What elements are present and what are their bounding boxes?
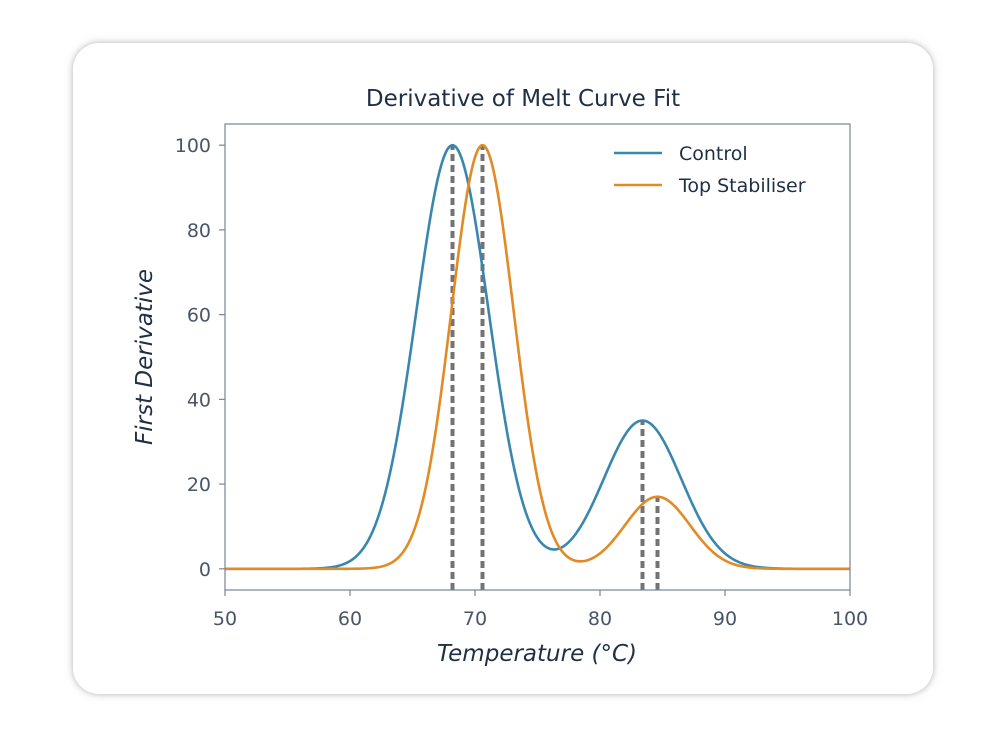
chart-title: Derivative of Melt Curve Fit — [366, 86, 680, 112]
legend: Control Top Stabiliser — [614, 143, 806, 197]
y-tick-label: 100 — [175, 135, 211, 157]
legend-label: Top Stabiliser — [678, 175, 806, 197]
y-tick-label: 20 — [187, 474, 211, 496]
chart-card — [73, 43, 933, 694]
y-tick-label: 60 — [187, 305, 211, 327]
series-line-top-stabiliser — [224, 143, 851, 571]
plot-frame — [224, 123, 851, 591]
y-axis-ticks: 0 20 40 60 80 100 — [175, 135, 225, 581]
x-tick-label: 70 — [463, 608, 487, 630]
x-axis-ticks: 50 60 70 80 90 100 — [213, 590, 868, 630]
y-axis-label: First Derivative — [132, 269, 158, 445]
x-tick-label: 80 — [588, 608, 612, 630]
x-axis-label: Temperature (°C) — [437, 641, 637, 667]
x-tick-label: 50 — [213, 608, 237, 630]
x-tick-label: 60 — [338, 608, 362, 630]
y-tick-label: 0 — [199, 559, 211, 581]
series-line-control — [224, 143, 851, 571]
x-tick-label: 100 — [832, 608, 868, 630]
legend-label: Control — [679, 143, 748, 165]
x-tick-label: 90 — [713, 608, 737, 630]
series-group — [224, 143, 851, 571]
y-tick-label: 40 — [187, 389, 211, 411]
y-tick-label: 80 — [187, 220, 211, 242]
reference-lines — [450, 145, 660, 590]
